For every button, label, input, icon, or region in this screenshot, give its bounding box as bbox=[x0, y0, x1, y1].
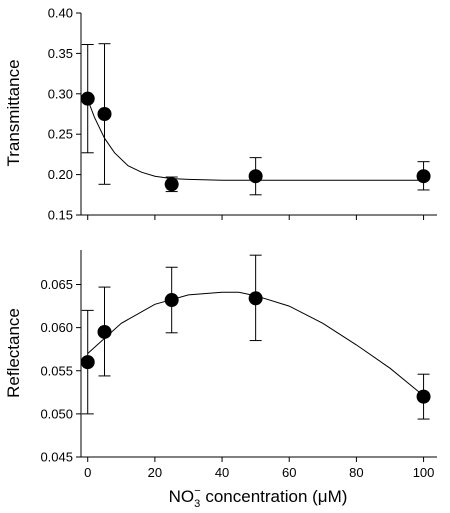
reflectance-data-point bbox=[164, 293, 179, 308]
transmittance-data-point bbox=[416, 169, 431, 184]
reflectance-data-point bbox=[97, 324, 112, 339]
transmittance-data-point bbox=[97, 107, 112, 121]
transmittance-y-axis-title: Transmittance bbox=[4, 59, 23, 166]
transmittance-y-tick-label: 0.40 bbox=[48, 6, 73, 21]
transmittance-fit-curve bbox=[87, 99, 424, 181]
reflectance-x-tick-label: 20 bbox=[148, 465, 162, 480]
reflectance-y-tick-label: 0.065 bbox=[40, 277, 73, 292]
transmittance-data-point bbox=[80, 91, 95, 106]
reflectance-y-tick-label: 0.055 bbox=[40, 363, 73, 378]
reflectance-data-point bbox=[80, 355, 95, 370]
reflectance-x-tick-label: 0 bbox=[84, 465, 91, 480]
transmittance-y-tick-label: 0.30 bbox=[48, 86, 73, 101]
reflectance-y-tick-label: 0.060 bbox=[40, 320, 73, 335]
reflectance-panel: 0.045 0.050 0.055 0.060 0.065 0 20 40 60 80 100 Ref… bbox=[4, 250, 437, 480]
reflectance-y-axis-title: Reflectance bbox=[4, 308, 23, 398]
transmittance-y-tick-label: 0.15 bbox=[48, 208, 73, 223]
x-axis-title: NO3− concentration (μM) bbox=[169, 485, 348, 510]
reflectance-x-tick-label: 60 bbox=[282, 465, 296, 480]
transmittance-y-tick-label: 0.35 bbox=[48, 46, 73, 61]
transmittance-y-tick-label: 0.20 bbox=[48, 167, 73, 182]
transmittance-data-point bbox=[164, 177, 179, 192]
reflectance-y-tick-label: 0.045 bbox=[40, 450, 73, 465]
reflectance-fit-curve bbox=[87, 291, 424, 397]
reflectance-data-point bbox=[248, 291, 263, 306]
transmittance-y-tick-label: 0.25 bbox=[48, 127, 73, 142]
reflectance-data-point bbox=[416, 389, 431, 404]
reflectance-x-tick-label: 40 bbox=[215, 465, 229, 480]
reflectance-x-tick-label: 100 bbox=[413, 465, 435, 480]
reflectance-x-tick-label: 80 bbox=[349, 465, 363, 480]
reflectance-y-tick-label: 0.050 bbox=[40, 406, 73, 421]
transmittance-data-point bbox=[248, 169, 263, 184]
transmittance-panel: 0.15 0.20 0.25 0.30 0.35 0.40 Transmittance bbox=[4, 6, 437, 223]
